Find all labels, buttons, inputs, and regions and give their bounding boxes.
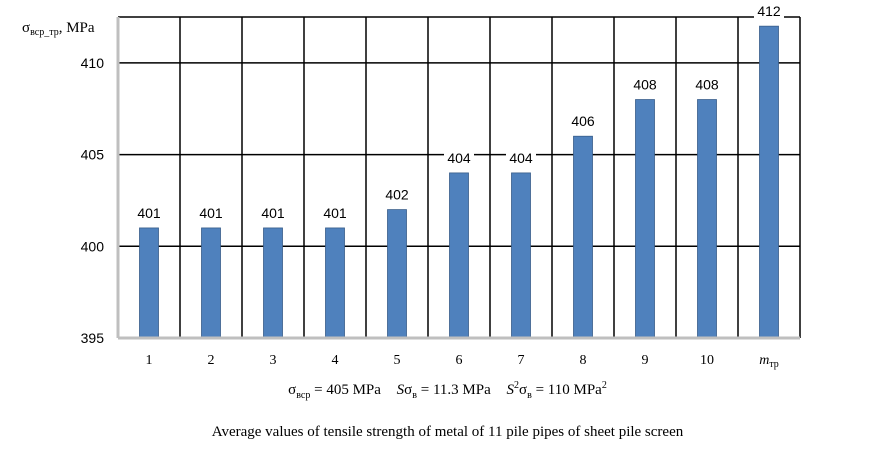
data-label: 412 [757,3,781,19]
bar [573,135,593,339]
x-tick-label: 2 [208,353,215,368]
data-label-bg [444,147,474,166]
data-label-bg [320,202,350,221]
x-tick-label: 8 [580,353,587,368]
chart-grid [118,16,801,338]
bar [635,99,655,339]
mean-stat: σвср = 405 MPa [288,382,381,401]
data-label: 401 [199,205,223,221]
chart-labels: 395 400 405 410 401 1 401 2 401 3 401 4 402 5 404 6 404 7… [81,1,784,370]
x-tick-label: 4 [332,353,339,368]
data-label: 406 [571,113,595,129]
data-label-bg [692,74,722,93]
data-label-bg [568,111,598,130]
x-tick-label: 7 [518,353,525,368]
y-axis-title-sub: вср_тр [30,27,59,38]
bar [201,227,221,339]
x-tick-label: mтр [759,353,779,370]
data-label-bg [258,202,288,221]
chart-axes [116,17,800,340]
data-label: 404 [447,150,471,166]
data-label: 401 [323,205,347,221]
x-tick-label: 6 [456,353,463,368]
x-tick-label: 1 [146,353,153,368]
bar [759,25,779,339]
data-label-bg [754,1,784,20]
bar [263,227,283,339]
bar [449,172,469,339]
x-tick-label: 5 [394,353,401,368]
y-axis-title: σвср_тр, MPa [22,20,95,38]
bar [511,172,531,339]
data-label-bg [506,147,536,166]
bar [697,99,717,339]
data-label: 401 [261,205,285,221]
bar-chart: 395 400 405 410 401 1 401 2 401 3 401 4 402 5 404 6 404 7… [22,1,801,370]
data-label: 402 [385,187,409,203]
data-label: 404 [509,150,533,166]
data-label-bg [630,74,660,93]
statistics-line: σвср = 405 MPa Sσв = 11.3 MPa S2σв = 110… [0,380,895,401]
data-label-bg [382,184,412,203]
std-dev-stat: Sσв = 11.3 MPa [396,382,491,401]
y-tick-label: 395 [81,330,105,346]
bar [325,227,345,339]
y-tick-label: 410 [81,55,105,71]
y-axis-title-unit: , MPa [59,20,95,36]
x-tick-label: 9 [642,353,649,368]
data-label-bg [134,202,164,221]
data-label-bg [196,202,226,221]
x-tick-label: 3 [270,353,277,368]
variance-stat: S2σв = 110 MPa2 [506,380,607,401]
bar [139,227,159,339]
data-label: 408 [695,77,719,93]
figure-caption: Average values of tensile strength of me… [211,424,684,440]
y-tick-label: 405 [81,147,105,163]
bar [387,209,407,339]
chart-bars [139,25,779,339]
y-tick-label: 400 [81,238,105,254]
data-label: 401 [137,205,161,221]
x-tick-label: 10 [700,353,714,368]
data-label: 408 [633,77,657,93]
y-axis-title-symbol: σ [22,20,30,36]
